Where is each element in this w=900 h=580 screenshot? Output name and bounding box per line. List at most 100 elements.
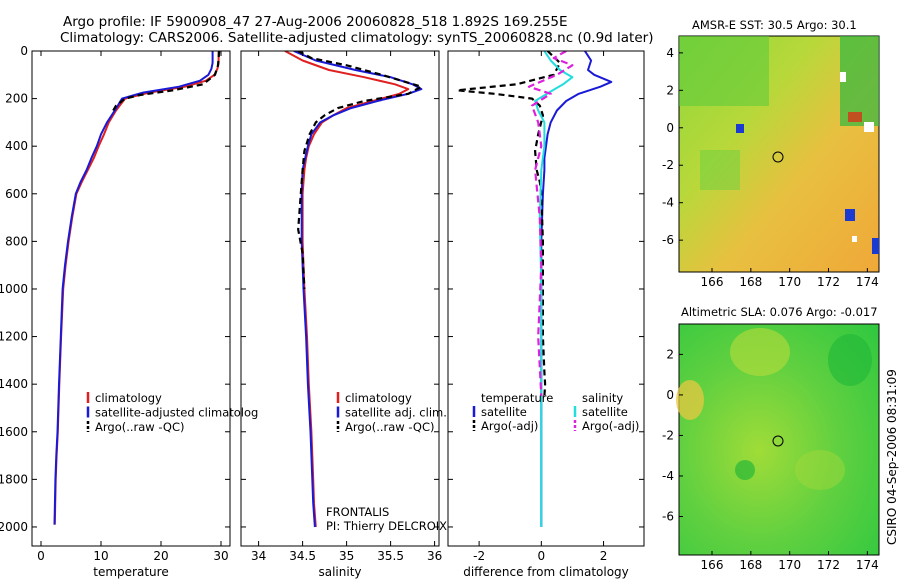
x-tick-label: 10 (93, 549, 108, 563)
legend-header-salinity: salinity (582, 391, 623, 405)
y-tick-label: 0 (20, 44, 28, 58)
y-tick-label: 1600 (0, 425, 28, 439)
x-tick-label: 0 (37, 549, 45, 563)
map-y-tick-label: -6 (662, 510, 674, 524)
figure-title-line1: Argo profile: IF 5900908_47 27-Aug-2006 … (63, 14, 568, 30)
map-y-tick-label: 0 (666, 121, 674, 135)
series-line-difference-1 (456, 51, 562, 397)
float-location-marker (772, 151, 784, 163)
sla-high-anomaly (676, 380, 704, 420)
sst-blue-pixel (872, 238, 879, 254)
map-y-tick-label: -4 (662, 469, 674, 483)
x-tick-label: 35 (339, 549, 354, 563)
sst-red-pixel (848, 112, 862, 122)
project-label: FRONTALIS (326, 505, 389, 519)
temperature-panel: 0 10 20 30 0 200 400 600 800 1000 1200 1400 1600 1800… (0, 44, 258, 579)
map-x-tick-label: 172 (817, 558, 840, 572)
sst-map (678, 35, 880, 273)
legend-label: Argo(..raw -QC) (345, 420, 435, 434)
legend-label: Argo(-adj) (481, 419, 538, 433)
x-tick-label: 36 (427, 549, 442, 563)
map-y-tick-label: -6 (662, 233, 674, 247)
sst-missing-pixel (852, 236, 857, 242)
sst-green-patch (840, 36, 879, 126)
sla-high-anomaly (795, 450, 845, 490)
salinity-panel: 34 34.5 35 35.5 36 salinity climatologysatelli… (240, 50, 447, 579)
sla-high-anomaly (730, 328, 790, 376)
map-x-tick-label: 166 (701, 558, 724, 572)
map-y-tick-label: 2 (666, 347, 674, 361)
legend-label: satellite (582, 405, 628, 419)
map-y-tick-label: 0 (666, 388, 674, 402)
series-line-temperature-0 (53, 51, 220, 525)
sla-map-axes: 166 168 170 172 174 2 0 -2 -4 -6 (662, 347, 879, 572)
map-x-tick-label: 170 (778, 558, 801, 572)
legend-label: Argo(-adj) (582, 419, 639, 433)
sst-blue-pixel (845, 209, 855, 221)
sla-map (676, 323, 880, 556)
legend-header-temperature: temperature (481, 391, 553, 405)
map-y-tick-label: -2 (662, 428, 674, 442)
x-tick-label: 34 (251, 549, 266, 563)
y-tick-label: 1200 (0, 330, 28, 344)
plot-frame-temperature (31, 50, 231, 547)
map-y-tick-label: -4 (662, 196, 674, 210)
plot-frame-salinity (240, 50, 440, 547)
x-tick-label: 35.5 (377, 549, 404, 563)
y-tick-label: 800 (5, 234, 28, 248)
map-x-tick-label: 168 (739, 275, 762, 289)
difference-panel: -2 0 2 difference from climatology temperatu… (447, 50, 645, 579)
series-line-difference-0 (540, 51, 613, 527)
x-tick-label: 34.5 (289, 549, 316, 563)
series-line-difference-2 (534, 51, 574, 527)
sla-low-anomaly (828, 334, 872, 386)
x-tick-label: -2 (473, 549, 485, 563)
y-tick-label: 600 (5, 187, 28, 201)
sst-green-patch (700, 150, 740, 190)
legend-label: climatology (345, 391, 412, 405)
x-tick-label: 20 (153, 549, 168, 563)
y-tick-label: 1400 (0, 377, 28, 391)
y-tick-label: 1800 (0, 472, 28, 486)
pi-label: PI: Thierry DELCROIX (326, 519, 447, 533)
map-x-tick-label: 174 (856, 275, 879, 289)
sst-blue-pixel (736, 124, 744, 133)
map-x-tick-label: 166 (701, 275, 724, 289)
figure-title-line2: Climatology: CARS2006. Satellite-adjuste… (60, 30, 653, 46)
x-axis-label: difference from climatology (463, 565, 629, 579)
map-x-tick-label: 168 (739, 558, 762, 572)
map-y-tick-label: 2 (666, 83, 674, 97)
plot-frame-difference (447, 50, 645, 547)
x-axis-label: salinity (318, 565, 361, 579)
sla-map-title: Altimetric SLA: 0.076 Argo: -0.017 (681, 305, 878, 319)
legend-label: satellite-adjusted climatolog (95, 406, 258, 420)
legend-label: climatology (95, 391, 162, 405)
y-tick-label: 2000 (0, 520, 28, 534)
series-line-salinity-2 (297, 51, 423, 290)
sst-missing-pixel (864, 122, 874, 132)
legend-label: satellite adj. clim. (345, 406, 447, 420)
legend-label: satellite (481, 405, 527, 419)
map-y-tick-label: 4 (666, 46, 674, 60)
sst-green-patch (679, 36, 769, 106)
y-tick-label: 200 (5, 92, 28, 106)
x-axis-label: temperature (93, 565, 168, 579)
sla-low-anomaly (735, 460, 755, 480)
y-tick-label: 400 (5, 139, 28, 153)
x-tick-label: 30 (213, 549, 228, 563)
map-x-tick-label: 170 (778, 275, 801, 289)
sst-missing-pixel (840, 72, 846, 82)
sst-map-title: AMSR-E SST: 30.5 Argo: 30.1 (692, 18, 857, 32)
legend-label: Argo(..raw -QC) (95, 420, 185, 434)
sst-map-axes: 166 168 170 172 174 4 2 0 -2 -4 -6 (662, 46, 879, 289)
x-tick-label: 0 (538, 549, 546, 563)
series-line-temperature-1 (53, 51, 214, 525)
map-y-tick-label: -2 (662, 158, 674, 172)
float-location-marker (772, 435, 784, 447)
map-x-tick-label: 172 (817, 275, 840, 289)
series-line-temperature-2 (110, 51, 221, 114)
credit-text: CSIRO 04-Sep-2006 08:31:09 (885, 369, 899, 545)
y-tick-label: 1000 (0, 282, 28, 296)
series-line-difference-3 (527, 51, 574, 397)
